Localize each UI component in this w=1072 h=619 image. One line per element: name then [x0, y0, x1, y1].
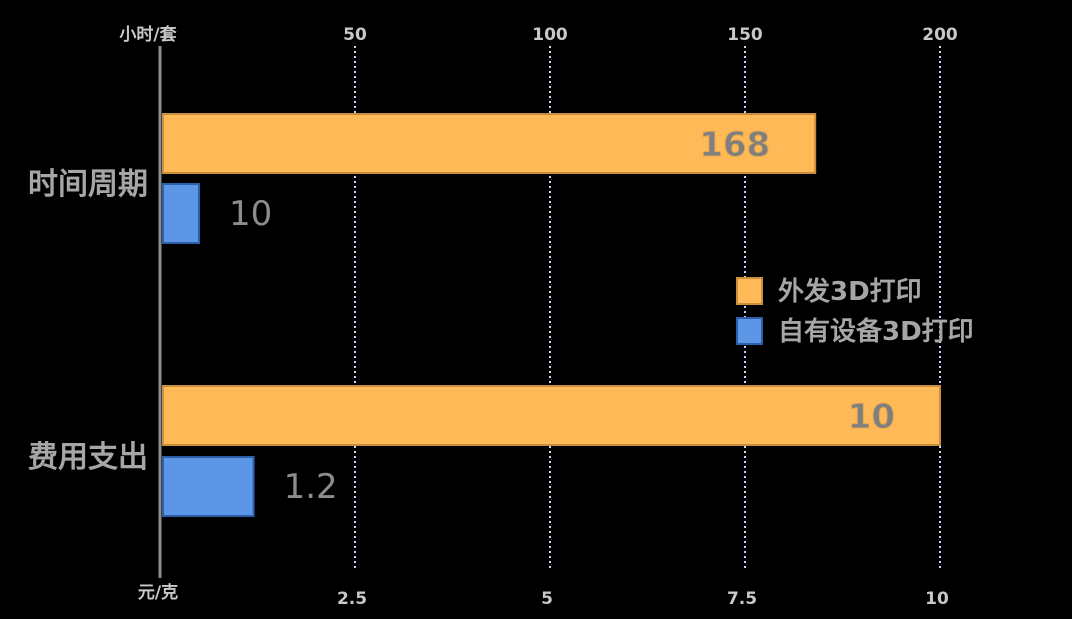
bar-own-equipment-1	[162, 456, 255, 517]
legend-swatch-outsourced	[736, 277, 763, 305]
top-axis-unit-label: 小时/套	[119, 24, 177, 45]
legend: 外发3D打印 自有设备3D打印	[736, 276, 974, 347]
data-label: 10	[229, 194, 272, 234]
bottom-tick-label: 2.5	[337, 589, 367, 609]
bar-own-equipment-0	[162, 183, 200, 244]
top-tick-label: 200	[922, 25, 958, 45]
data-label: 168	[699, 125, 770, 165]
bottom-tick-label: 7.5	[727, 589, 757, 609]
bottom-axis-unit-label: 元/克	[138, 582, 178, 603]
category-label-cost: 费用支出	[28, 440, 148, 475]
data-label: 10	[848, 397, 895, 437]
category-label-time: 时间周期	[28, 167, 148, 202]
bar-outsourced-1	[162, 385, 941, 446]
data-label: 1.2	[284, 467, 338, 507]
top-tick-label: 150	[727, 25, 763, 45]
top-tick-label: 100	[532, 25, 568, 45]
bar-outsourced-0	[162, 113, 817, 174]
legend-label-own-equipment: 自有设备3D打印	[778, 316, 974, 347]
bottom-tick-label: 10	[925, 589, 949, 609]
legend-swatch-own-equipment	[736, 317, 763, 345]
legend-label-outsourced: 外发3D打印	[778, 276, 922, 307]
gridlines	[354, 46, 941, 570]
bottom-tick-label: 5	[541, 589, 553, 609]
top-tick-label: 50	[343, 25, 367, 45]
